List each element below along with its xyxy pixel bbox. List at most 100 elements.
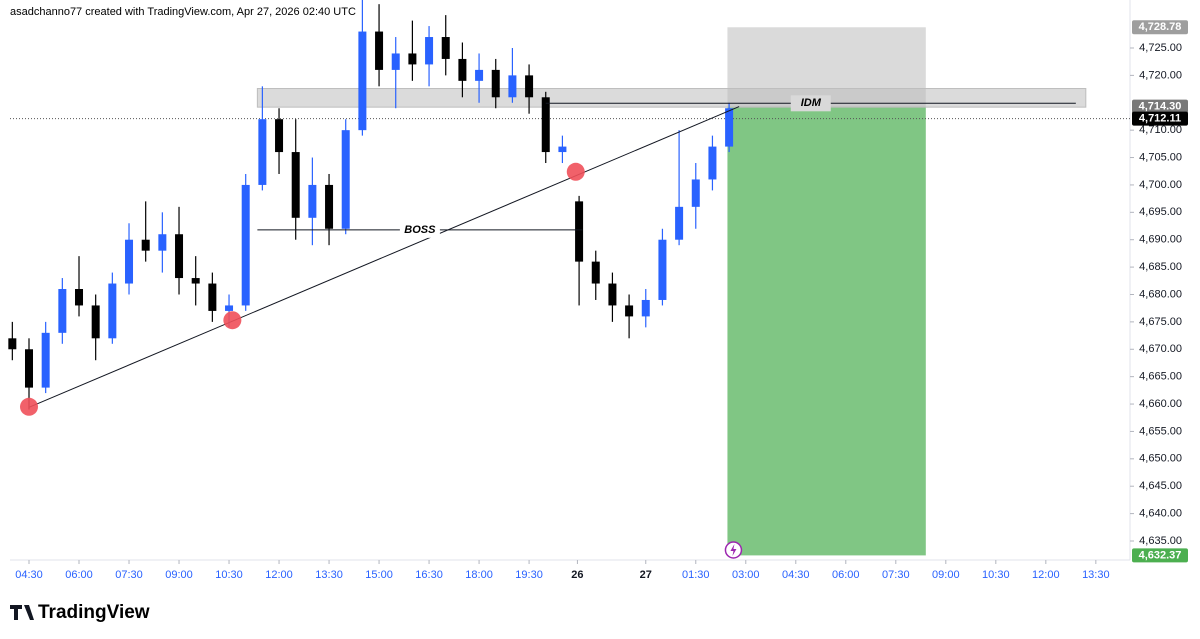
y-tick-label: 4,635.00 [1139, 535, 1182, 547]
candle-body [525, 75, 534, 98]
candle-body [608, 283, 617, 306]
x-tick-label: 13:30 [315, 569, 343, 581]
y-tick-label: 4,655.00 [1139, 425, 1182, 437]
y-tick-label: 4,685.00 [1139, 261, 1182, 273]
candle-body [425, 37, 434, 65]
x-tick-label: 09:00 [932, 569, 960, 581]
candle-body [458, 58, 467, 81]
candle-body [441, 37, 450, 59]
price-label-box [1132, 20, 1188, 35]
y-tick-label: 4,690.00 [1139, 234, 1182, 246]
x-tick-label: 06:00 [832, 569, 860, 581]
price-label-box [1132, 111, 1188, 126]
price-label-box [1132, 548, 1188, 563]
x-tick-label: 03:00 [732, 569, 760, 581]
price-label: 4,712.11 [1139, 113, 1181, 125]
price-label: 4,728.78 [1139, 21, 1182, 33]
boss-label: BOSS [404, 224, 436, 236]
candle-body [8, 338, 17, 350]
y-tick-label: 4,720.00 [1139, 69, 1182, 81]
alert-icon [730, 544, 737, 556]
candle-body [275, 119, 284, 153]
x-tick-label: 07:30 [882, 569, 910, 581]
label-bg [399, 221, 440, 238]
candle-body [625, 305, 634, 317]
candle-body [641, 299, 650, 317]
logo [10, 605, 34, 620]
candle-body [491, 69, 500, 98]
candle-body [375, 31, 384, 70]
candle-body [408, 53, 417, 65]
x-tick-label: 27 [640, 569, 652, 581]
supply-zone [256, 88, 1087, 108]
x-tick-label: 18:00 [465, 569, 493, 581]
candle-body [708, 146, 717, 180]
y-tick-label: 4,725.00 [1139, 42, 1182, 54]
x-tick-label: 04:30 [782, 569, 810, 581]
pivot [20, 397, 39, 416]
candle-body [58, 289, 67, 333]
x-tick-label: 26 [571, 569, 583, 581]
x-tick-label: 06:00 [65, 569, 93, 581]
candle-body [241, 184, 250, 306]
x-tick-label: 09:00 [165, 569, 193, 581]
x-tick-label: 01:30 [682, 569, 710, 581]
candle-body [158, 234, 167, 251]
y-tick-label: 4,710.00 [1139, 124, 1182, 136]
y-tick-label: 4,675.00 [1139, 316, 1182, 328]
price-label-box [1132, 99, 1188, 114]
candle-body [658, 239, 667, 300]
pivot [223, 311, 242, 330]
y-tick-label: 4,650.00 [1139, 453, 1182, 465]
candle-body [541, 97, 550, 153]
candle-body [575, 201, 584, 262]
y-tick-label: 4,700.00 [1139, 179, 1182, 191]
trendline [28, 106, 740, 408]
candle-body [191, 278, 200, 284]
candle-body [225, 305, 234, 311]
candle-body [41, 332, 50, 388]
candle-body [175, 234, 184, 279]
y-tick-label: 4,665.00 [1139, 371, 1182, 383]
candle-body [91, 305, 100, 339]
candle-body [558, 146, 567, 153]
header: asadchanno77 created with TradingView.co… [10, 6, 356, 18]
pivot [566, 162, 585, 181]
candle-body [591, 261, 600, 284]
idm-label: IDM [801, 97, 822, 109]
x-tick-label: 12:00 [1032, 569, 1060, 581]
candle-body [675, 206, 684, 240]
candle-body [141, 239, 150, 251]
candle-body [358, 31, 367, 131]
label-bg [790, 95, 831, 112]
y-tick-label: 4,695.00 [1139, 206, 1182, 218]
y-tick-label: 4,645.00 [1139, 480, 1182, 492]
candle-body [308, 184, 317, 218]
brand: TradingView [38, 602, 150, 623]
candle-body [75, 289, 84, 306]
x-tick-label: 13:30 [1082, 569, 1110, 581]
candle-body [725, 108, 734, 147]
x-tick-label: 04:30 [15, 569, 43, 581]
candle-body [391, 53, 400, 70]
candle-body [341, 130, 350, 229]
candle-body [25, 349, 34, 388]
y-tick-label: 4,680.00 [1139, 288, 1182, 300]
x-tick-label: 19:30 [515, 569, 543, 581]
x-tick-label: 10:30 [982, 569, 1010, 581]
candle-body [258, 119, 267, 185]
y-tick-label: 4,705.00 [1139, 151, 1182, 163]
candle-body [691, 179, 700, 207]
candle-body [291, 152, 300, 218]
y-tick-label: 4,670.00 [1139, 343, 1182, 355]
y-tick-label: 4,640.00 [1139, 508, 1182, 520]
candle-body [325, 184, 334, 229]
candle-body [508, 75, 517, 98]
x-tick-label: 07:30 [115, 569, 143, 581]
candle-body [108, 283, 117, 339]
x-tick-label: 12:00 [265, 569, 293, 581]
target-zone [727, 106, 926, 556]
y-tick-label: 4,660.00 [1139, 398, 1182, 410]
price-label: 4,714.30 [1139, 101, 1182, 113]
